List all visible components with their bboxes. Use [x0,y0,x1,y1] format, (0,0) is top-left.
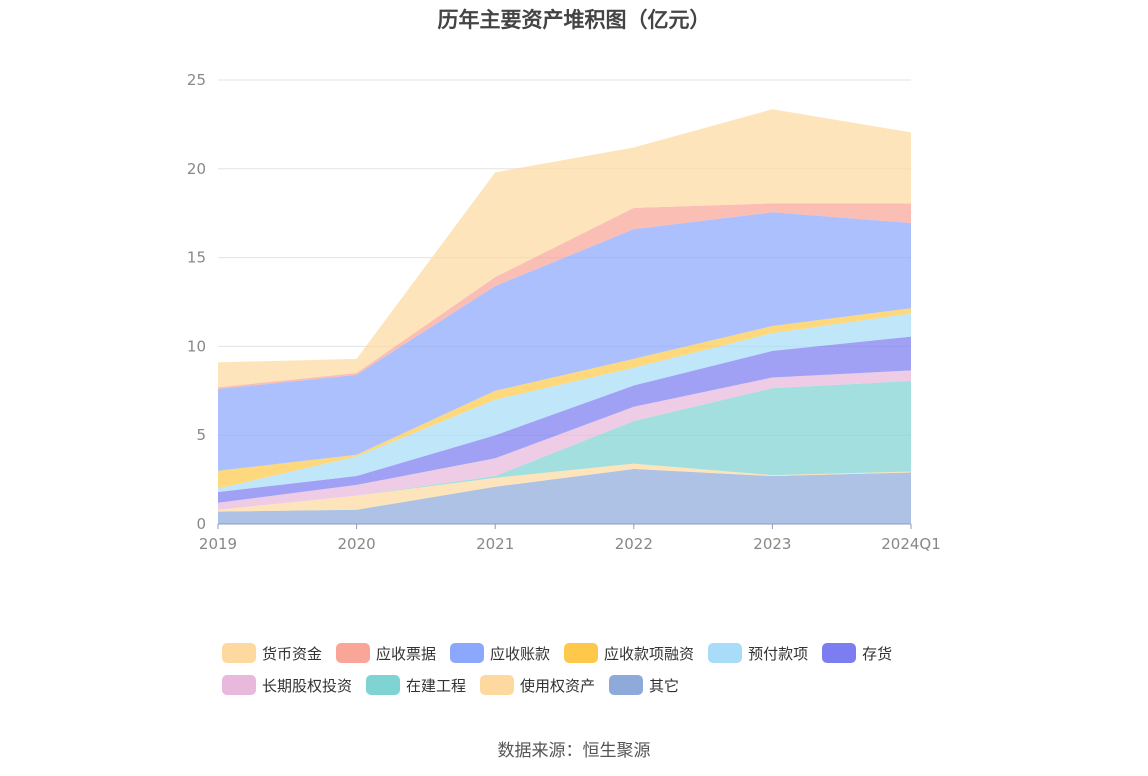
legend-item[interactable]: 应收款项融资 [564,643,694,664]
chart-title: 历年主要资产堆积图（亿元） [437,8,711,32]
data-source-note: 数据来源：恒生聚源 [497,741,651,761]
area-series-7 [218,212,911,471]
legend-item[interactable]: 应收账款 [450,643,550,664]
area-series-4 [218,336,911,503]
legend-item[interactable]: 存货 [822,643,892,664]
legend-label: 应收票据 [376,644,437,663]
x-tick-label: 2023 [753,535,791,553]
legend-item[interactable]: 其它 [609,675,679,696]
y-tick-label: 20 [187,160,206,178]
area-series-3 [218,370,911,510]
legend-item[interactable]: 应收票据 [336,643,436,664]
y-tick-label: 25 [187,71,206,89]
legend-item[interactable]: 长期股权投资 [222,675,352,696]
legend-label: 存货 [862,644,893,663]
legend-label: 长期股权投资 [262,676,353,695]
legend-item[interactable]: 使用权资产 [480,675,595,696]
legend-swatch [450,643,485,663]
y-tick-label: 5 [196,426,206,444]
legend-label: 使用权资产 [520,676,596,695]
legend-swatch [480,675,515,695]
x-tick-label: 2024Q1 [881,535,941,553]
legend-swatch [366,675,401,695]
area-series-0 [218,468,911,524]
legend-item[interactable]: 在建工程 [366,675,466,696]
legend-label: 应收款项融资 [604,644,695,663]
legend-swatch [564,643,599,663]
y-tick-label: 0 [196,515,206,533]
legend-row: 长期股权投资 在建工程 使用权资产 其它 [222,669,982,701]
legend-swatch [222,643,256,663]
stacked-area-chart: 0 5 10 15 20 25 2019 2020 2021 2022 2023 2024Q1 [187,71,941,553]
legend-label: 货币资金 [262,644,323,663]
legend-label: 在建工程 [406,676,467,695]
x-tick-label: 2019 [199,535,237,553]
axes: 0 5 10 15 20 25 2019 2020 2021 2022 2023 2024Q1 [187,71,941,553]
x-tick-label: 2020 [338,535,376,553]
legend-swatch [708,643,743,663]
area-series-2 [218,381,911,510]
legend-label: 预付款项 [748,644,809,663]
area-series-5 [218,313,911,493]
x-tick-label: 2022 [615,535,653,553]
legend-item[interactable]: 预付款项 [708,643,808,664]
area-series-6 [218,308,911,489]
legend-label: 其它 [649,676,680,695]
legend-label: 应收账款 [490,644,551,663]
area-series-9 [218,109,911,388]
y-tick-label: 10 [187,337,206,355]
area-series-1 [218,463,911,512]
legend-item[interactable]: 货币资金 [222,643,322,664]
legend-row: 货币资金 应收票据 应收账款 应收款项融资 预付款项 存货 [222,637,982,669]
x-tick-label: 2021 [476,535,514,553]
legend-swatch [822,643,857,663]
legend: 货币资金 应收票据 应收账款 应收款项融资 预付款项 存货长期股权投资 在建工程 使用权资产 其… [222,637,982,701]
legend-swatch [222,675,256,695]
area-series [218,109,911,524]
y-tick-label: 15 [187,249,206,267]
legend-swatch [609,675,644,695]
legend-swatch [336,643,371,663]
